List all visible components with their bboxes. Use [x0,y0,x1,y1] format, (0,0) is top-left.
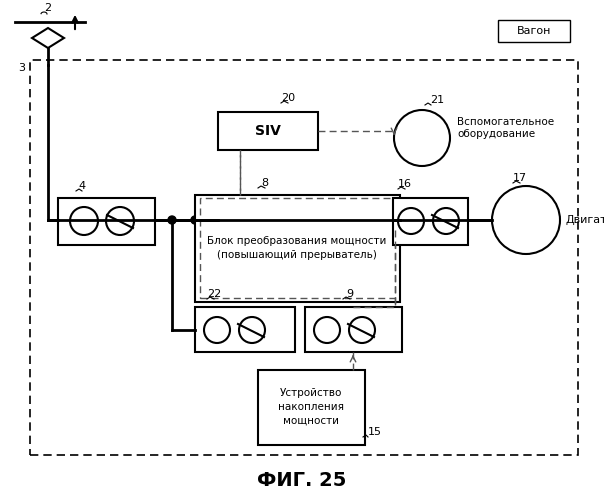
Text: Блок преобразования мощности
(повышающий прерыватель): Блок преобразования мощности (повышающий… [207,236,387,260]
Bar [195,195,400,302]
Bar [218,112,318,150]
Text: 15: 15 [368,427,382,437]
Circle shape [191,216,199,224]
Text: Вспомогательное
оборудование: Вспомогательное оборудование [457,117,554,139]
Text: ФИГ. 25: ФИГ. 25 [257,470,347,490]
Text: 4: 4 [79,181,86,191]
Text: 16: 16 [398,179,412,189]
Text: Устройство
накопления
мощности: Устройство накопления мощности [278,388,344,426]
Bar [498,20,570,42]
Bar [393,198,468,245]
Text: 9: 9 [347,289,353,299]
Text: 2: 2 [45,3,51,13]
Bar [58,198,155,245]
Text: 20: 20 [281,93,295,103]
Circle shape [168,216,176,224]
Text: 3: 3 [19,63,25,73]
Text: 8: 8 [262,178,269,188]
Text: 21: 21 [430,95,444,105]
Bar [30,60,578,455]
Bar [258,370,365,445]
Bar [305,307,402,352]
Text: Вагон: Вагон [517,26,551,36]
Text: 22: 22 [207,289,221,299]
Text: 17: 17 [513,173,527,183]
Text: Двигатель: Двигатель [565,215,604,225]
Bar [195,307,295,352]
Text: SIV: SIV [255,124,281,138]
Bar [200,198,395,298]
